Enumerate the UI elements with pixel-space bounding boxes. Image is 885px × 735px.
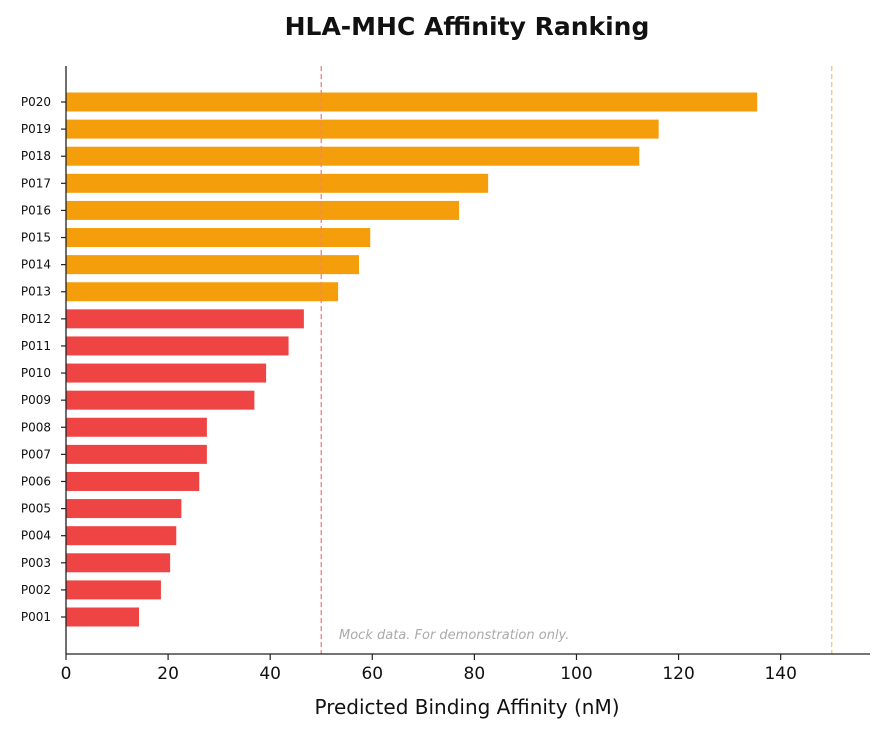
y-tick-label: P010 [21, 366, 51, 380]
bar-p012 [66, 309, 304, 329]
y-tick-label: P016 [21, 203, 51, 217]
y-tick-label: P013 [21, 285, 51, 299]
bar-p006 [66, 471, 200, 491]
x-tick-label: 100 [560, 664, 592, 684]
y-tick-label: P012 [21, 312, 51, 326]
y-tick-label: P019 [21, 122, 51, 136]
bar-p016 [66, 200, 460, 220]
y-tick-label: P006 [21, 474, 51, 488]
y-tick-label: P017 [21, 176, 51, 190]
x-tick-label: 120 [662, 664, 694, 684]
y-tick-label: P005 [21, 502, 51, 516]
bar-p003 [66, 553, 171, 573]
bar-p005 [66, 499, 182, 519]
x-tick-label: 0 [61, 664, 72, 684]
x-axis-label: Predicted Binding Affinity (nM) [315, 695, 620, 719]
x-tick-label: 40 [259, 664, 281, 684]
y-tick-label: P002 [21, 583, 51, 597]
y-tick-label: P020 [21, 95, 51, 109]
x-tick-label: 140 [764, 664, 796, 684]
bar-p004 [66, 526, 177, 546]
x-tick-label: 60 [361, 664, 383, 684]
y-tick-label: P003 [21, 556, 51, 570]
x-tick-label: 20 [157, 664, 179, 684]
y-tick-label: P007 [21, 447, 51, 461]
y-tick-label: P011 [21, 339, 51, 353]
bar-p017 [66, 173, 489, 193]
bar-p020 [66, 92, 758, 112]
y-tick-label: P015 [21, 231, 51, 245]
bar-p001 [66, 607, 139, 627]
bar-p002 [66, 580, 161, 600]
bar-p013 [66, 282, 339, 302]
x-tick-label: 80 [464, 664, 486, 684]
bar-p009 [66, 390, 255, 410]
y-tick-label: P001 [21, 610, 51, 624]
bar-p018 [66, 146, 640, 166]
plot-area: P001 P002 P003 P004 P005 P006 P007 P008 P009 P010… [21, 66, 870, 684]
bar-p008 [66, 417, 207, 437]
bar-p015 [66, 228, 371, 248]
y-tick-label: P014 [21, 258, 51, 272]
bar-p007 [66, 444, 207, 464]
bar-p011 [66, 336, 289, 356]
bar-p014 [66, 255, 360, 275]
y-tick-label: P018 [21, 149, 51, 163]
bar-p010 [66, 363, 267, 383]
y-tick-label: P008 [21, 420, 51, 434]
y-tick-label: P004 [21, 529, 51, 543]
chart-annotation: Mock data. For demonstration only. [339, 628, 569, 643]
bar-p019 [66, 119, 659, 139]
chart-title: HLA-MHC Affinity Ranking [285, 12, 650, 41]
y-tick-label: P009 [21, 393, 51, 407]
